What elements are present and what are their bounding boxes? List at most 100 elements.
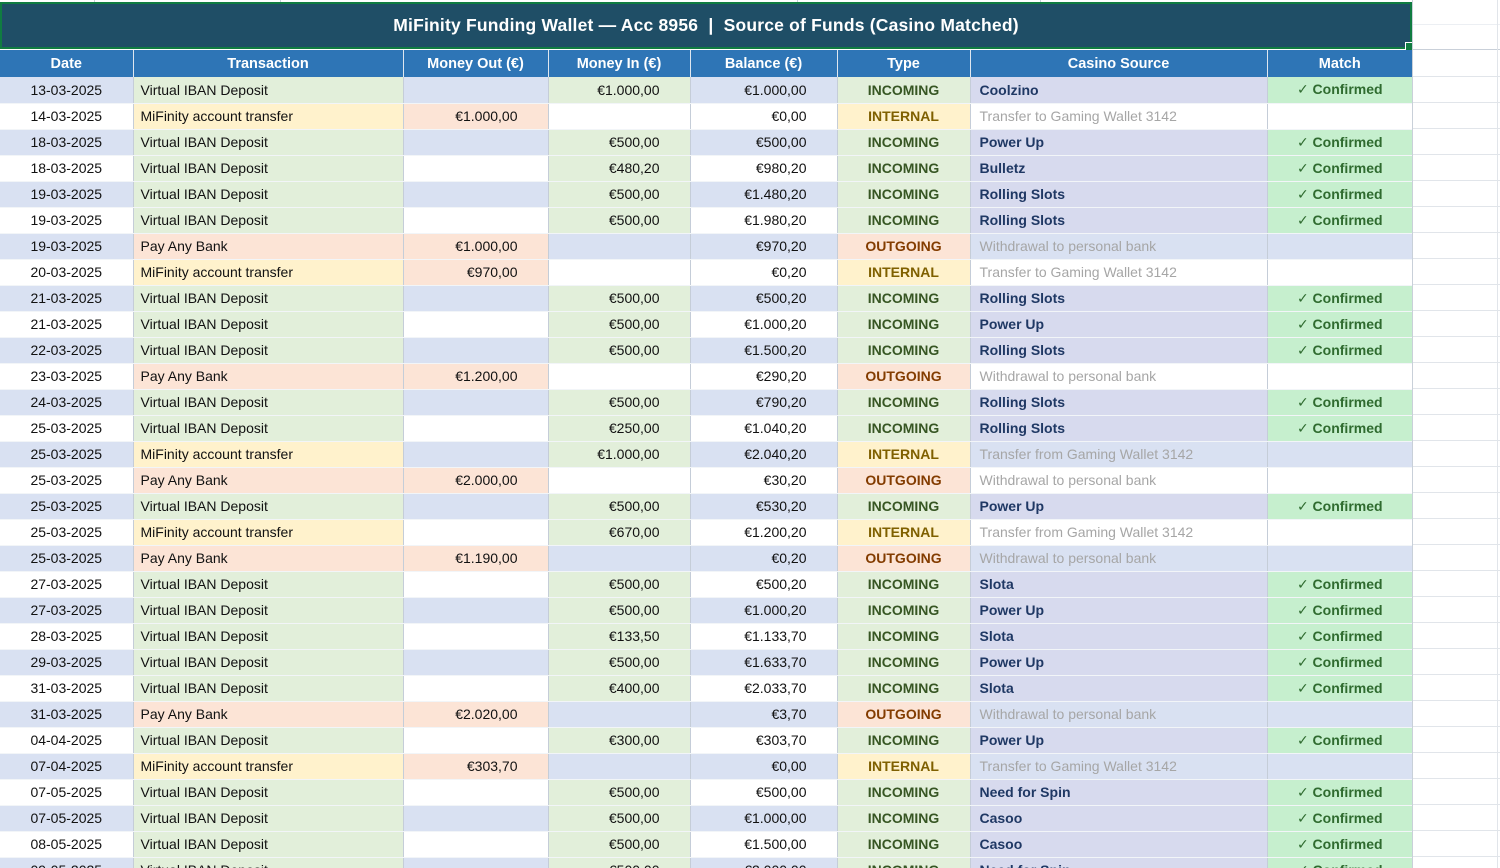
cell-match[interactable]: ✓ Confirmed <box>1267 77 1412 104</box>
cell-balance[interactable]: €0,20 <box>690 545 838 572</box>
cell-casino-source[interactable]: Bulletz <box>970 155 1268 182</box>
cell-casino-source[interactable]: Rolling Slots <box>970 337 1268 364</box>
cell-date[interactable]: 31-03-2025 <box>0 701 134 728</box>
cell-date[interactable]: 09-05-2025 <box>0 857 134 868</box>
cell-type[interactable]: OUTGOING <box>837 233 971 260</box>
cell-transaction[interactable]: Virtual IBAN Deposit <box>133 649 404 676</box>
cell-transaction[interactable]: Virtual IBAN Deposit <box>133 337 404 364</box>
cell-transaction[interactable]: Virtual IBAN Deposit <box>133 285 404 312</box>
cell-transaction[interactable]: Virtual IBAN Deposit <box>133 779 404 806</box>
cell-casino-source[interactable]: Need for Spin <box>970 857 1268 868</box>
cell-money-in[interactable]: €500,00 <box>548 779 691 806</box>
cell-transaction[interactable]: Virtual IBAN Deposit <box>133 727 404 754</box>
cell-money-in[interactable]: €480,20 <box>548 155 691 182</box>
cell-type[interactable]: OUTGOING <box>837 545 971 572</box>
cell-money-out[interactable] <box>403 675 549 702</box>
cell-date[interactable]: 07-05-2025 <box>0 779 134 806</box>
cell-type[interactable]: INCOMING <box>837 337 971 364</box>
cell-money-out[interactable] <box>403 571 549 598</box>
cell-casino-source[interactable]: Power Up <box>970 493 1268 520</box>
cell-money-out[interactable] <box>403 649 549 676</box>
cell-match[interactable] <box>1267 701 1412 728</box>
cell-money-out[interactable] <box>403 389 549 416</box>
cell-balance[interactable]: €500,20 <box>690 285 838 312</box>
cell-match[interactable]: ✓ Confirmed <box>1267 779 1412 806</box>
cell-date[interactable]: 19-03-2025 <box>0 207 134 234</box>
cell-type[interactable]: OUTGOING <box>837 701 971 728</box>
cell-money-out[interactable] <box>403 805 549 832</box>
cell-type[interactable]: INCOMING <box>837 857 971 868</box>
cell-type[interactable]: INTERNAL <box>837 103 971 130</box>
cell-match[interactable] <box>1267 545 1412 572</box>
cell-date[interactable]: 27-03-2025 <box>0 597 134 624</box>
cell-type[interactable]: INCOMING <box>837 727 971 754</box>
cell-money-in[interactable]: €500,00 <box>548 311 691 338</box>
cell-date[interactable]: 25-03-2025 <box>0 519 134 546</box>
cell-casino-source[interactable]: Rolling Slots <box>970 207 1268 234</box>
cell-money-in[interactable] <box>548 363 691 390</box>
cell-money-in[interactable]: €500,00 <box>548 285 691 312</box>
cell-money-in[interactable]: €1.000,00 <box>548 77 691 104</box>
cell-date[interactable]: 19-03-2025 <box>0 233 134 260</box>
cell-money-in[interactable]: €500,00 <box>548 337 691 364</box>
cell-money-in[interactable]: €500,00 <box>548 493 691 520</box>
cell-money-out[interactable] <box>403 285 549 312</box>
cell-transaction[interactable]: MiFinity account transfer <box>133 519 404 546</box>
cell-money-in[interactable] <box>548 753 691 780</box>
cell-money-out[interactable] <box>403 311 549 338</box>
cell-match[interactable]: ✓ Confirmed <box>1267 129 1412 156</box>
cell-type[interactable]: INCOMING <box>837 779 971 806</box>
cell-casino-source[interactable]: Slota <box>970 675 1268 702</box>
cell-type[interactable]: INCOMING <box>837 649 971 676</box>
cell-transaction[interactable]: MiFinity account transfer <box>133 441 404 468</box>
cell-casino-source[interactable]: Rolling Slots <box>970 181 1268 208</box>
cell-balance[interactable]: €500,20 <box>690 571 838 598</box>
cell-balance[interactable]: €970,20 <box>690 233 838 260</box>
cell-casino-source[interactable]: Withdrawal to personal bank <box>970 545 1268 572</box>
cell-date[interactable]: 28-03-2025 <box>0 623 134 650</box>
cell-money-out[interactable] <box>403 337 549 364</box>
cell-money-out[interactable] <box>403 831 549 858</box>
cell-match[interactable]: ✓ Confirmed <box>1267 285 1412 312</box>
cell-type[interactable]: INCOMING <box>837 623 971 650</box>
cell-transaction[interactable]: Virtual IBAN Deposit <box>133 493 404 520</box>
cell-match[interactable]: ✓ Confirmed <box>1267 493 1412 520</box>
cell-match[interactable]: ✓ Confirmed <box>1267 155 1412 182</box>
cell-money-out[interactable] <box>403 493 549 520</box>
cell-money-in[interactable]: €500,00 <box>548 805 691 832</box>
cell-date[interactable]: 19-03-2025 <box>0 181 134 208</box>
cell-balance[interactable]: €1.500,00 <box>690 831 838 858</box>
cell-transaction[interactable]: Virtual IBAN Deposit <box>133 155 404 182</box>
cell-money-out[interactable]: €1.190,00 <box>403 545 549 572</box>
cell-balance[interactable]: €500,00 <box>690 779 838 806</box>
cell-date[interactable]: 18-03-2025 <box>0 129 134 156</box>
cell-date[interactable]: 25-03-2025 <box>0 545 134 572</box>
cell-date[interactable]: 25-03-2025 <box>0 415 134 442</box>
cell-money-out[interactable]: €2.020,00 <box>403 701 549 728</box>
cell-casino-source[interactable]: Rolling Slots <box>970 285 1268 312</box>
cell-money-in[interactable] <box>548 545 691 572</box>
cell-date[interactable]: 31-03-2025 <box>0 675 134 702</box>
cell-match[interactable]: ✓ Confirmed <box>1267 207 1412 234</box>
cell-casino-source[interactable]: Transfer to Gaming Wallet 3142 <box>970 103 1268 130</box>
cell-balance[interactable]: €1.133,70 <box>690 623 838 650</box>
cell-money-in[interactable]: €250,00 <box>548 415 691 442</box>
cell-balance[interactable]: €2.033,70 <box>690 675 838 702</box>
cell-money-in[interactable]: €500,00 <box>548 649 691 676</box>
header-money-out[interactable]: Money Out (€) <box>403 50 549 77</box>
header-date[interactable]: Date <box>0 50 134 77</box>
cell-match[interactable]: ✓ Confirmed <box>1267 415 1412 442</box>
cell-balance[interactable]: €0,00 <box>690 753 838 780</box>
cell-balance[interactable]: €303,70 <box>690 727 838 754</box>
cell-match[interactable]: ✓ Confirmed <box>1267 571 1412 598</box>
cell-match[interactable] <box>1267 753 1412 780</box>
cell-casino-source[interactable]: Transfer from Gaming Wallet 3142 <box>970 441 1268 468</box>
cell-type[interactable]: INCOMING <box>837 675 971 702</box>
cell-date[interactable]: 20-03-2025 <box>0 259 134 286</box>
cell-type[interactable]: INCOMING <box>837 831 971 858</box>
cell-type[interactable]: INTERNAL <box>837 259 971 286</box>
header-balance[interactable]: Balance (€) <box>690 50 838 77</box>
cell-date[interactable]: 07-04-2025 <box>0 753 134 780</box>
cell-type[interactable]: INTERNAL <box>837 519 971 546</box>
cell-transaction[interactable]: Pay Any Bank <box>133 363 404 390</box>
